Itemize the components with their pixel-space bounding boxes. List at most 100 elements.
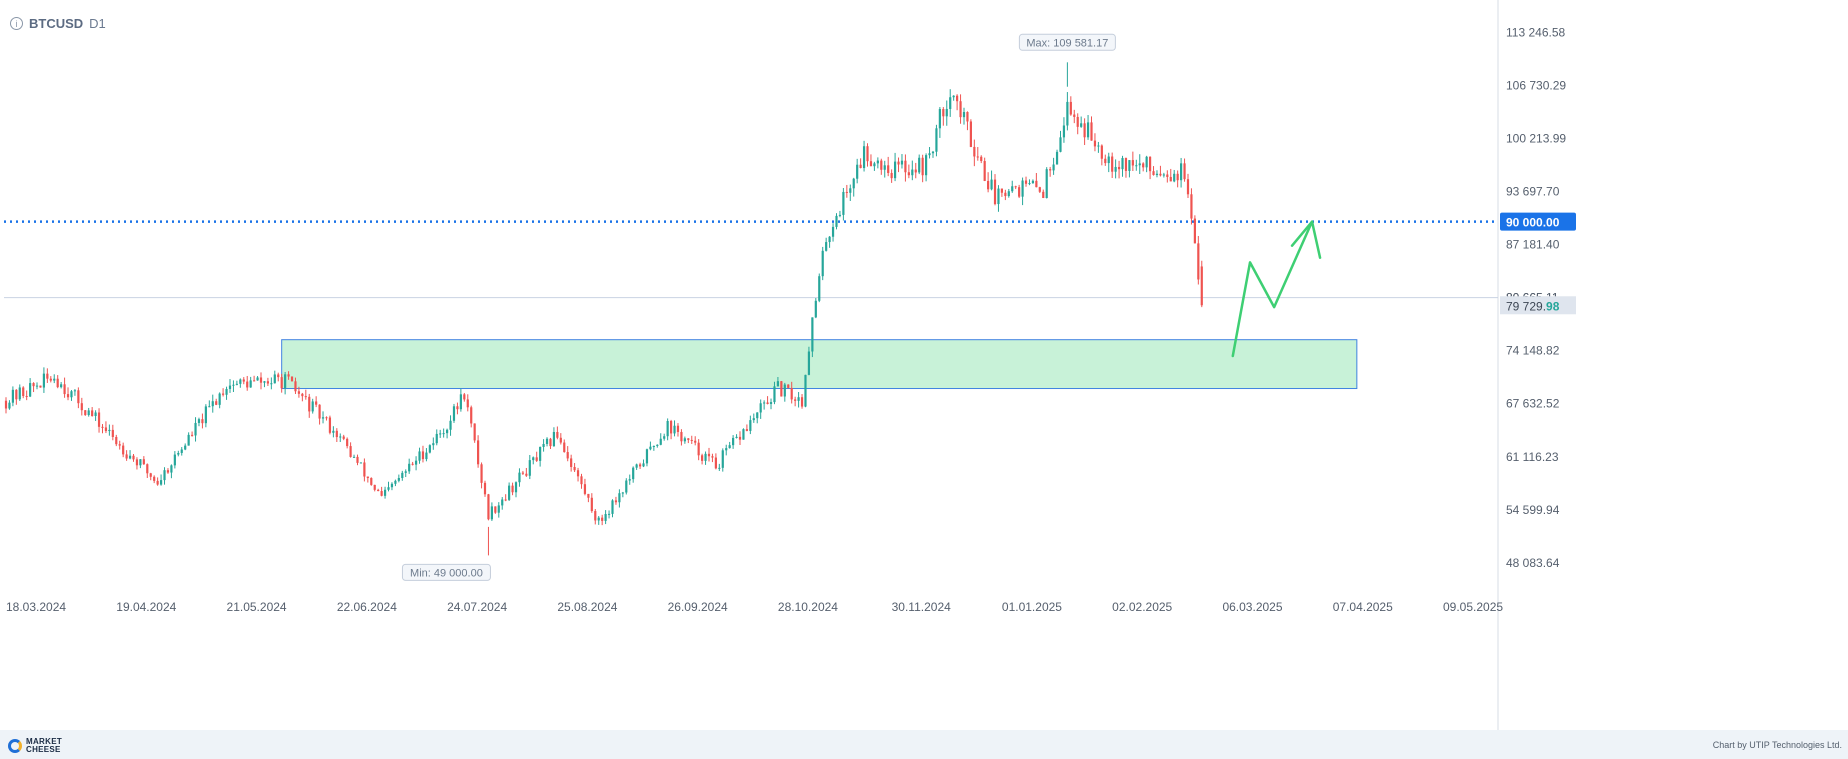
candle-body bbox=[135, 459, 139, 466]
candle-body bbox=[697, 442, 700, 456]
candle bbox=[990, 170, 993, 191]
candle bbox=[1097, 141, 1100, 153]
candle-body bbox=[701, 455, 704, 461]
candle bbox=[807, 346, 811, 376]
candle-body bbox=[618, 493, 621, 503]
x-tick-label: 30.11.2024 bbox=[892, 600, 951, 614]
candle-body bbox=[1159, 173, 1162, 176]
candle bbox=[645, 448, 649, 467]
candle-body bbox=[432, 443, 435, 446]
candle-body bbox=[1155, 173, 1159, 176]
candle-body bbox=[539, 446, 542, 461]
candle-body bbox=[380, 491, 383, 496]
candle bbox=[959, 94, 962, 124]
candle bbox=[370, 477, 373, 486]
candle-body bbox=[1028, 183, 1031, 185]
candle-body bbox=[552, 431, 556, 447]
candle-body bbox=[215, 401, 218, 405]
candle-body bbox=[1173, 173, 1176, 182]
candle-body bbox=[921, 157, 924, 176]
candle-body bbox=[349, 446, 352, 457]
candle bbox=[394, 479, 397, 487]
x-tick-label: 28.10.2024 bbox=[778, 600, 838, 614]
candle bbox=[804, 374, 807, 408]
candle bbox=[308, 393, 311, 418]
candle bbox=[776, 377, 780, 387]
candle bbox=[325, 416, 328, 421]
candle bbox=[1007, 188, 1010, 198]
candle bbox=[704, 451, 707, 465]
candle-body bbox=[1111, 156, 1114, 172]
candle-body bbox=[587, 493, 590, 498]
candle bbox=[680, 429, 683, 446]
candle-body bbox=[339, 436, 342, 438]
candle bbox=[118, 440, 121, 450]
candle-body bbox=[676, 425, 680, 432]
candle-body bbox=[594, 511, 597, 521]
timeframe-label[interactable]: D1 bbox=[89, 15, 106, 31]
candle bbox=[1021, 177, 1024, 206]
x-tick-label: 18.03.2024 bbox=[6, 600, 66, 614]
candle-body bbox=[1073, 114, 1076, 117]
candle-body bbox=[253, 380, 256, 382]
candle-body bbox=[477, 440, 480, 465]
info-icon[interactable]: i bbox=[10, 16, 23, 30]
candle-body bbox=[56, 378, 59, 388]
candle bbox=[359, 462, 363, 464]
candle-body bbox=[728, 445, 731, 449]
candle bbox=[328, 415, 332, 435]
candle-body bbox=[184, 445, 187, 450]
candle bbox=[563, 439, 566, 453]
candle bbox=[390, 482, 394, 491]
candle bbox=[466, 394, 469, 412]
candle-body bbox=[1169, 176, 1172, 182]
candle-body bbox=[190, 434, 194, 436]
candle bbox=[621, 491, 624, 498]
candle-body bbox=[84, 410, 87, 416]
candle-body bbox=[518, 472, 521, 483]
candle-body bbox=[1183, 163, 1186, 180]
candle bbox=[1062, 117, 1066, 143]
candle bbox=[780, 380, 783, 397]
candle-body bbox=[656, 444, 659, 446]
candle bbox=[311, 398, 314, 414]
candle bbox=[425, 448, 428, 462]
candle-body bbox=[122, 445, 125, 455]
candle-body bbox=[490, 506, 493, 520]
candle-body bbox=[556, 431, 559, 438]
candle bbox=[632, 466, 635, 483]
candle bbox=[459, 388, 462, 412]
candle bbox=[1090, 116, 1093, 141]
candle-body bbox=[821, 250, 824, 277]
candle-body bbox=[1135, 165, 1138, 167]
max-label: Max: 109 581.17 bbox=[1026, 37, 1108, 49]
candle bbox=[887, 156, 890, 177]
candle-body bbox=[125, 454, 128, 459]
candle-body bbox=[1148, 156, 1152, 172]
candle bbox=[215, 398, 218, 406]
candle bbox=[738, 431, 742, 446]
candle-body bbox=[328, 417, 332, 433]
candle-body bbox=[1107, 156, 1110, 164]
candle bbox=[907, 164, 910, 179]
candle bbox=[1011, 180, 1014, 193]
candle-body bbox=[611, 500, 614, 514]
candle bbox=[1018, 184, 1021, 199]
candle bbox=[773, 381, 776, 405]
candle-body bbox=[873, 163, 876, 167]
min-label-box bbox=[401, 563, 491, 581]
candle-body bbox=[1024, 180, 1028, 184]
candle bbox=[56, 375, 59, 389]
candle-body bbox=[1117, 166, 1121, 170]
candle-body bbox=[439, 433, 442, 435]
candle bbox=[239, 378, 242, 388]
candle-body bbox=[659, 438, 662, 445]
candle bbox=[1083, 118, 1086, 146]
candle-body bbox=[1049, 169, 1052, 171]
candle bbox=[628, 474, 631, 485]
candle bbox=[1128, 160, 1131, 178]
candle-body bbox=[1104, 158, 1107, 164]
candle bbox=[180, 447, 183, 456]
